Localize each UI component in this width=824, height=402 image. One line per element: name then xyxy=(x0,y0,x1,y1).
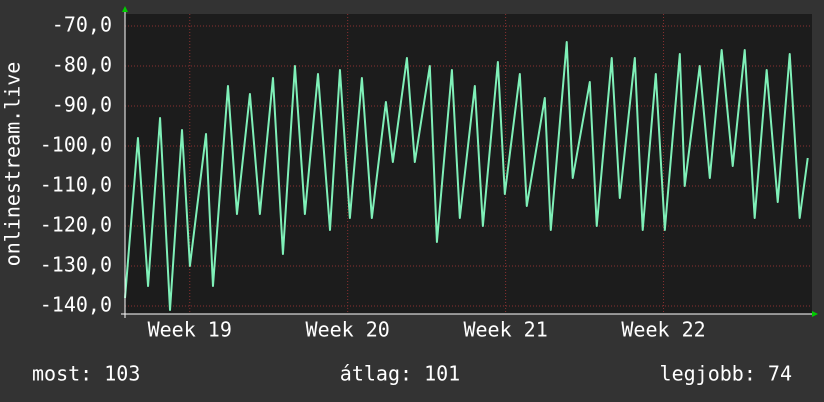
y-tick-label: -80,0 xyxy=(52,53,112,77)
footer-average: átlag: 101 xyxy=(340,362,460,386)
y-tick-label: -90,0 xyxy=(52,93,112,117)
y-tick-label: -120,0 xyxy=(40,213,112,237)
y-tick-label: -130,0 xyxy=(40,253,112,277)
x-tick-label: Week 19 xyxy=(148,318,232,342)
marks xyxy=(124,41,809,311)
x-tick-label: Week 21 xyxy=(463,318,547,342)
x-tick-label: Week 20 xyxy=(306,318,390,342)
y-tick-label: -100,0 xyxy=(40,133,112,157)
y-axis-label: onlinestream.live xyxy=(1,62,25,267)
x-axis-arrow xyxy=(812,311,818,317)
footer-best: legjobb: 74 xyxy=(660,362,792,386)
plot-area xyxy=(125,14,812,314)
y-tick-label: -70,0 xyxy=(52,13,112,37)
y-tick-label: -140,0 xyxy=(40,293,112,317)
series-line xyxy=(124,41,809,311)
y-tick-label: -110,0 xyxy=(40,173,112,197)
footer-current: most: 103 xyxy=(32,362,140,386)
y-axis-arrow xyxy=(122,6,128,12)
x-tick-label: Week 22 xyxy=(621,318,705,342)
